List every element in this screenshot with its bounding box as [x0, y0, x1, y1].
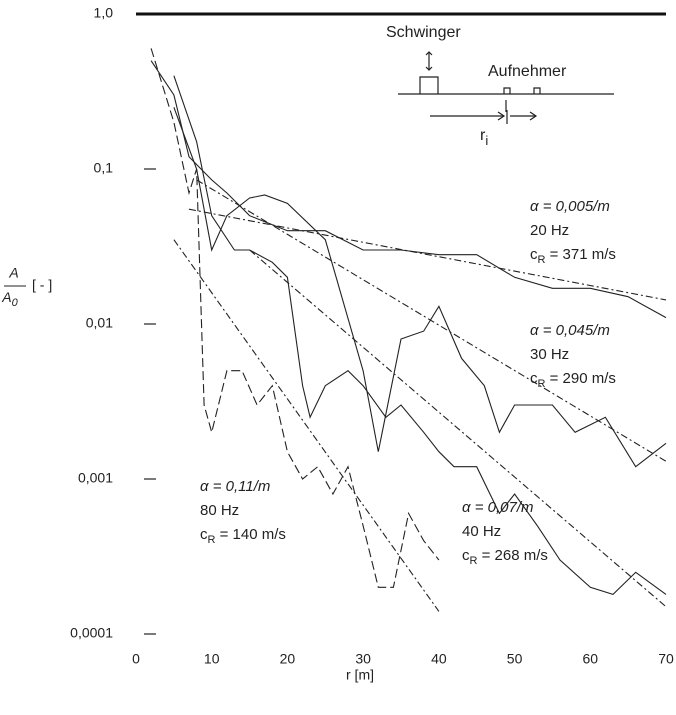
annotation-text: R [470, 555, 478, 567]
y-axis-label: [ - ] [32, 277, 52, 293]
y-axis-label: A [8, 265, 18, 281]
annotation-text: cR = 140 m/s [200, 526, 286, 546]
annotation-text: = 290 m/s [545, 370, 615, 387]
x-tick-label: 0 [132, 651, 140, 667]
annotation-text: c [200, 526, 208, 543]
x-axis-label: r [m] [346, 667, 374, 683]
annotation: α = 0,045/m 30 Hz cR = 290 m/s [530, 322, 616, 390]
inset-label: r [480, 127, 486, 144]
y-axis-label: A0 [1, 289, 18, 309]
annotation-text: = 371 m/s [545, 246, 615, 263]
annotation-text: α = 0,005/m [530, 198, 610, 215]
y-axis-label: A [1, 289, 11, 305]
annotation-text: c [462, 547, 470, 564]
y-tick-label: 0,0001 [70, 625, 113, 641]
annotation-text: R [538, 254, 546, 266]
annotation-text: cR = 290 m/s [530, 370, 616, 390]
data-line [196, 179, 667, 462]
inset-label: Aufnehmer [488, 63, 567, 80]
y-tick-label: 1,0 [94, 5, 114, 21]
data-line [188, 208, 667, 301]
annotation-text: R [538, 378, 546, 390]
y-tick-label: 0,01 [86, 315, 113, 331]
x-tick-label: 10 [204, 651, 220, 667]
data-line [249, 249, 667, 608]
y-axis-label: 0 [12, 297, 19, 309]
annotation-text: = 268 m/s [477, 547, 547, 564]
annotation: α = 0,07/m 40 Hz cR = 268 m/s [462, 499, 548, 567]
annotation-text: α = 0,11/m [200, 478, 270, 495]
x-tick-label: 40 [431, 651, 447, 667]
annotation-text: cR = 371 m/s [530, 246, 616, 266]
inset-label: Schwinger [386, 24, 461, 41]
annotation-text: 30 Hz [530, 346, 569, 363]
x-tick-label: 20 [280, 651, 296, 667]
data-line [150, 48, 440, 588]
data-line [173, 75, 667, 596]
annotation-text: = 140 m/s [215, 526, 285, 543]
x-tick-label: 50 [507, 651, 523, 667]
annotation-text: cR = 268 m/s [462, 547, 548, 567]
x-tick-label: 70 [658, 651, 674, 667]
annotation-text: 20 Hz [530, 222, 569, 239]
annotation-text: R [208, 534, 216, 546]
data-line [173, 239, 440, 612]
inset-label: ri [480, 127, 488, 148]
annotation-text: 40 Hz [462, 523, 501, 540]
inset-label: i [485, 133, 488, 148]
x-tick-label: 30 [355, 651, 371, 667]
y-tick-label: 0,1 [94, 160, 114, 176]
y-tick-label: 0,001 [78, 470, 113, 486]
x-tick-label: 60 [582, 651, 598, 667]
annotation-text: c [530, 246, 538, 263]
inset [398, 51, 614, 124]
data-line [150, 60, 667, 319]
annotation-text: 80 Hz [200, 502, 239, 519]
data-line [173, 107, 667, 468]
annotation: α = 0,005/m 20 Hz cR = 371 m/s [530, 198, 616, 266]
annotation: α = 0,11/m 80 Hz cR = 140 m/s [200, 478, 286, 546]
annotation-text: c [530, 370, 538, 387]
annotation-text: α = 0,07/m [462, 499, 534, 516]
annotation-text: α = 0,045/m [530, 322, 610, 339]
